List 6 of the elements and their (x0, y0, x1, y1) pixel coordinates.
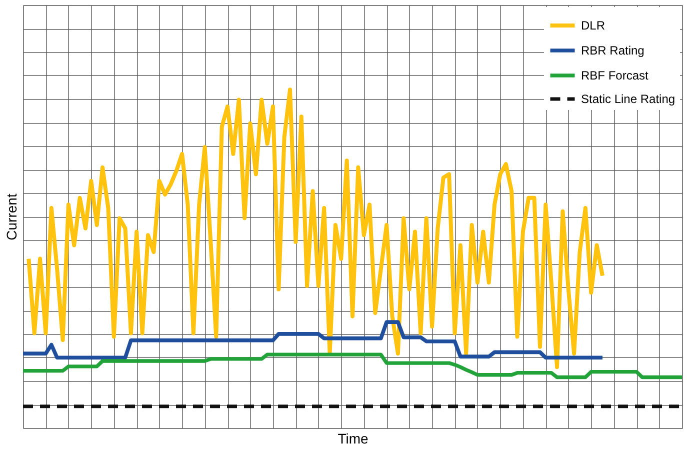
legend-label: RBF Forcast (581, 68, 650, 82)
x-axis-title: Time (338, 430, 369, 446)
legend-label: RBR Rating (581, 44, 644, 58)
legend-label: Static Line Rating (581, 92, 676, 106)
legend-label: DLR (581, 18, 606, 32)
y-axis-title: Current (4, 194, 20, 240)
